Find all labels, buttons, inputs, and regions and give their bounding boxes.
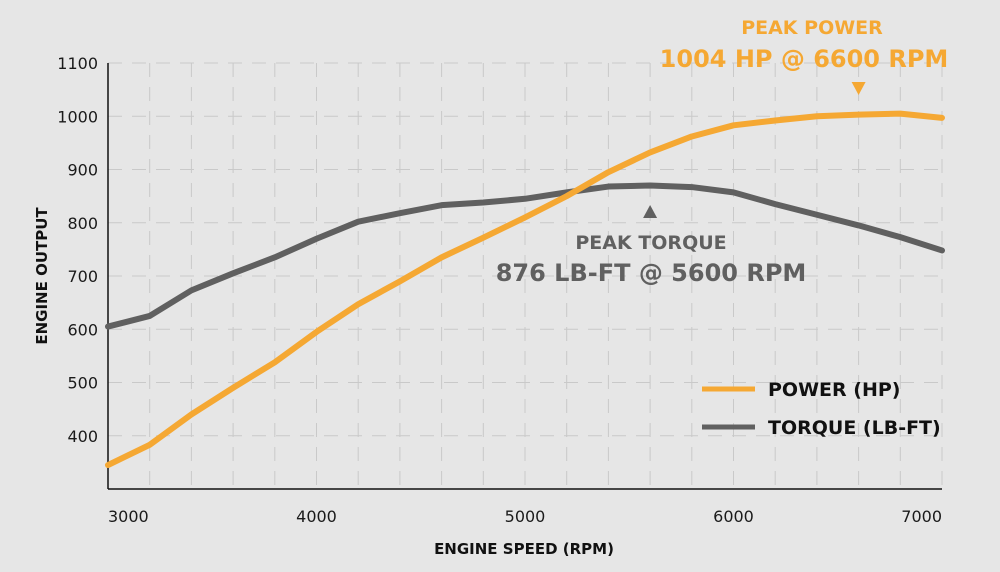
x-tick-label: 5000 [505, 507, 546, 526]
peak-power-annotation: PEAK POWER 1004 HP @ 6600 RPM [660, 17, 949, 95]
peak-torque-value: 876 LB-FT @ 5600 RPM [496, 259, 807, 287]
grid [108, 62, 943, 489]
legend: POWER (HP) TORQUE (LB-FT) [702, 379, 941, 439]
y-tick-label: 1000 [57, 107, 98, 126]
legend-label-torque: TORQUE (LB-FT) [768, 417, 941, 439]
peak-power-title: PEAK POWER [741, 17, 883, 39]
x-tick-label: 3000 [108, 507, 149, 526]
x-tick-label: 7000 [901, 507, 942, 526]
peak-power-value: 1004 HP @ 6600 RPM [660, 45, 949, 73]
y-axis-label: ENGINE OUTPUT [33, 207, 51, 345]
y-tick-label: 1100 [57, 54, 98, 73]
y-tick-label: 700 [67, 267, 98, 286]
series-line-torque [105, 182, 945, 330]
peak-torque-annotation: PEAK TORQUE 876 LB-FT @ 5600 RPM [496, 205, 807, 287]
x-axis-label: ENGINE SPEED (RPM) [434, 540, 614, 558]
y-tick-label: 500 [67, 374, 98, 393]
y-tick-label: 600 [67, 320, 98, 339]
y-tick-label: 400 [67, 427, 98, 446]
y-tick-label: 800 [67, 214, 98, 233]
peak-power-marker-icon [851, 82, 866, 95]
series-lines [105, 110, 945, 469]
peak-torque-title: PEAK TORQUE [575, 232, 726, 254]
y-tick-labels: 400 500 600 700 800 900 1000 1100 [57, 54, 98, 446]
x-tick-label: 6000 [713, 507, 754, 526]
x-tick-labels: 3000 4000 5000 6000 7000 [108, 507, 942, 526]
series-line-power [105, 110, 945, 469]
peak-torque-marker-icon [643, 205, 658, 218]
y-tick-label: 900 [67, 161, 98, 180]
legend-label-power: POWER (HP) [768, 379, 900, 401]
x-tick-label: 4000 [296, 507, 337, 526]
